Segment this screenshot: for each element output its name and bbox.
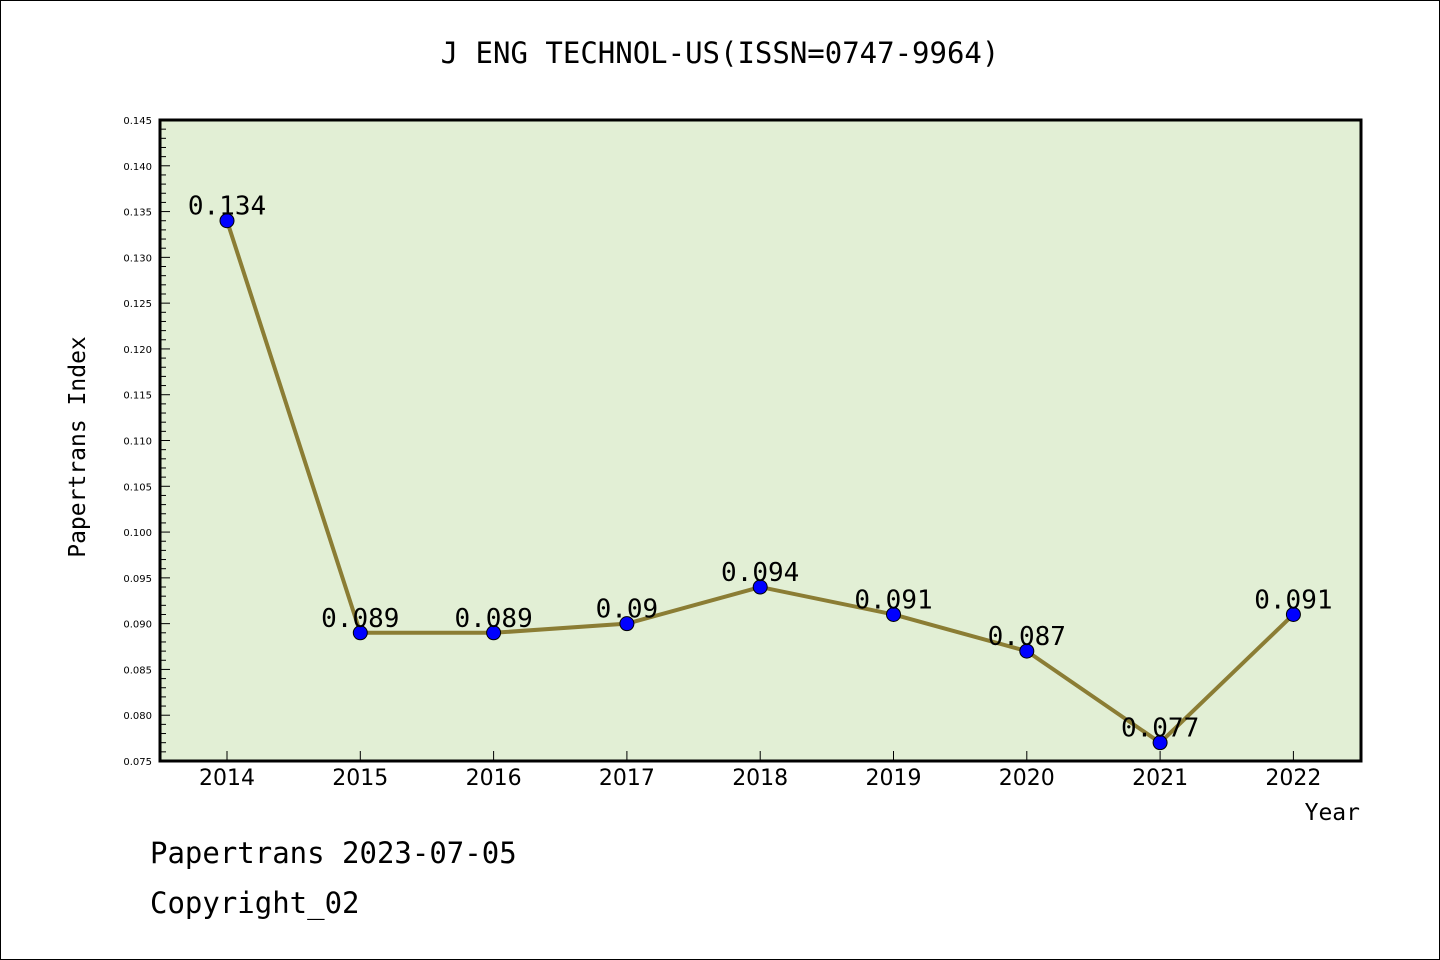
data-label: 0.091 xyxy=(1254,585,1332,615)
data-label: 0.089 xyxy=(454,604,532,634)
data-label: 0.087 xyxy=(988,622,1066,652)
data-point xyxy=(219,213,235,229)
y-axis: 0.075 0.080 0.085 0.090 0.095 0.100 0.105 0.110… xyxy=(123,116,170,768)
data-label: 0.09 xyxy=(596,595,659,625)
chart-title: J ENG TECHNOL-US(ISSN=0747-9964) xyxy=(440,36,1000,70)
data-point xyxy=(619,616,635,632)
y-tick-label: 0.115 xyxy=(123,391,152,402)
y-tick-label: 0.095 xyxy=(123,574,152,585)
x-tick-label: 2021 xyxy=(1132,766,1188,791)
y-tick-label: 0.100 xyxy=(123,528,152,539)
data-point xyxy=(1285,606,1301,622)
y-tick-label: 0.105 xyxy=(123,482,152,493)
data-label: 0.091 xyxy=(854,585,932,615)
x-tick-label: 2018 xyxy=(732,766,788,791)
y-axis-label: Papertrans Index xyxy=(65,336,91,558)
y-tick-label: 0.120 xyxy=(123,345,152,356)
x-tick-label: 2020 xyxy=(999,766,1055,791)
data-point xyxy=(1152,735,1168,751)
data-point xyxy=(352,625,368,641)
y-tick-label: 0.140 xyxy=(123,162,152,173)
data-point xyxy=(486,625,502,641)
data-point xyxy=(752,579,768,595)
data-label: 0.089 xyxy=(321,604,399,634)
y-tick-label: 0.075 xyxy=(123,757,152,768)
x-tick-label: 2015 xyxy=(332,766,388,791)
data-label: 0.134 xyxy=(188,192,266,222)
x-axis-label: Year xyxy=(1305,800,1360,826)
x-tick-label: 2019 xyxy=(866,766,922,791)
marker-group xyxy=(219,213,1301,751)
y-tick-label: 0.090 xyxy=(123,620,152,631)
y-tick-label: 0.085 xyxy=(123,665,152,676)
data-point xyxy=(886,606,901,622)
x-axis: 2014 2015 2016 2017 2018 2019 2020 2021 2022 xyxy=(199,751,1321,791)
y-tick-label: 0.110 xyxy=(123,437,152,448)
data-label: 0.077 xyxy=(1121,714,1199,744)
x-tick-label: 2017 xyxy=(599,766,655,791)
y-tick-label: 0.145 xyxy=(123,116,152,127)
x-tick-label: 2016 xyxy=(466,766,522,791)
data-point xyxy=(1019,643,1035,659)
footer-date: Papertrans 2023-07-05 xyxy=(150,836,517,870)
footer-copyright: Copyright_02 xyxy=(150,886,360,920)
y-tick-label: 0.130 xyxy=(123,253,152,264)
x-tick-label: 2014 xyxy=(199,766,255,791)
plot-area xyxy=(158,118,1363,763)
data-label-group: 0.134 0.089 0.089 0.09 0.094 0.091 0.087 0.077 0… xyxy=(188,192,1333,744)
data-label: 0.094 xyxy=(721,558,799,588)
y-tick-label: 0.125 xyxy=(123,299,152,310)
y-tick-label: 0.080 xyxy=(123,711,152,722)
y-tick-label: 0.135 xyxy=(123,208,152,219)
x-tick-label: 2022 xyxy=(1265,766,1321,791)
